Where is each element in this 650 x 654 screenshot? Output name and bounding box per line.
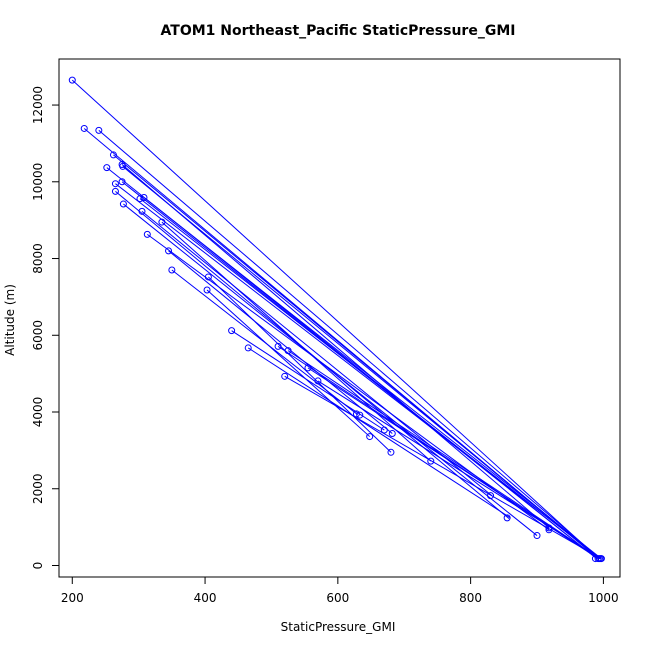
data-point-36 [533, 532, 541, 540]
series-line-10 [123, 203, 538, 536]
x-tick-label-1: 400 [194, 591, 217, 605]
data-point-29 [366, 433, 374, 441]
series-line-16 [168, 250, 393, 434]
x-tick-label-0: 200 [61, 591, 84, 605]
y-tick-label-1: 2000 [31, 473, 45, 504]
data-point-10 [119, 200, 127, 208]
data-point-2 [95, 126, 103, 134]
series-lines [71, 79, 602, 560]
x-axis-label: StaticPressure_GMI [281, 620, 396, 634]
data-point-14 [143, 230, 151, 238]
y-axis: 0 2000 4000 6000 8000 10000 12000 [31, 86, 60, 570]
data-point-23 [281, 372, 289, 380]
x-tick-label-4: 1000 [588, 591, 619, 605]
data-point-21 [244, 344, 252, 352]
data-point-22 [274, 342, 282, 350]
data-point-16 [165, 247, 173, 255]
y-tick-label-0: 0 [31, 562, 45, 570]
y-tick-label-6: 12000 [31, 86, 45, 124]
series-line-0 [71, 79, 600, 559]
data-point-31 [387, 448, 395, 456]
y-tick-label-5: 10000 [31, 163, 45, 201]
data-point-25 [304, 364, 312, 372]
series-line-11 [139, 198, 601, 559]
data-point-27 [352, 410, 360, 418]
series-line-18 [206, 289, 371, 437]
data-point-30 [380, 426, 388, 434]
data-point-32 [388, 429, 396, 437]
x-axis: 200 400 600 800 1000 [61, 576, 619, 605]
series-line-19 [208, 276, 392, 453]
data-point-38 [545, 526, 553, 534]
data-point-11 [136, 195, 144, 203]
chart-title: ATOM1 Northeast_Pacific StaticPressure_G… [161, 23, 516, 39]
data-point-1 [80, 124, 88, 132]
series-line-13 [143, 197, 602, 559]
data-point-26 [314, 377, 322, 385]
series-line-2 [98, 129, 601, 559]
y-axis-label: Altitude (m) [3, 284, 17, 356]
y-tick-label-4: 8000 [31, 243, 45, 274]
data-point-0 [68, 76, 76, 84]
series-line-26 [317, 380, 601, 560]
data-point-12 [138, 207, 146, 215]
data-point-24 [284, 347, 292, 355]
series-points [68, 76, 605, 563]
data-point-3 [103, 164, 111, 172]
data-point-9 [119, 162, 127, 170]
data-point-13 [140, 194, 148, 202]
y-tick-label-2: 4000 [31, 397, 45, 428]
series-line-15 [161, 221, 432, 462]
data-point-4 [109, 151, 117, 159]
series-line-6 [121, 164, 550, 529]
series-line-23 [284, 375, 601, 560]
data-point-20 [228, 327, 236, 335]
data-point-15 [158, 218, 166, 226]
x-tick-label-2: 600 [326, 591, 349, 605]
data-point-8 [118, 178, 126, 186]
y-tick-label-3: 6000 [31, 320, 45, 351]
data-point-37 [545, 524, 553, 532]
data-point-33 [427, 457, 435, 465]
x-tick-label-3: 800 [459, 591, 482, 605]
data-point-43 [597, 555, 605, 563]
data-point-5 [111, 180, 119, 188]
data-point-6 [111, 187, 119, 195]
series-line-20 [231, 330, 385, 431]
data-point-19 [204, 273, 212, 281]
data-point-18 [203, 286, 211, 294]
series-line-24 [287, 350, 600, 559]
series-line-8 [122, 166, 600, 559]
data-point-35 [503, 514, 511, 522]
data-point-34 [487, 492, 495, 500]
data-point-17 [168, 266, 176, 274]
series-line-21 [247, 347, 511, 519]
data-point-28 [356, 411, 364, 419]
